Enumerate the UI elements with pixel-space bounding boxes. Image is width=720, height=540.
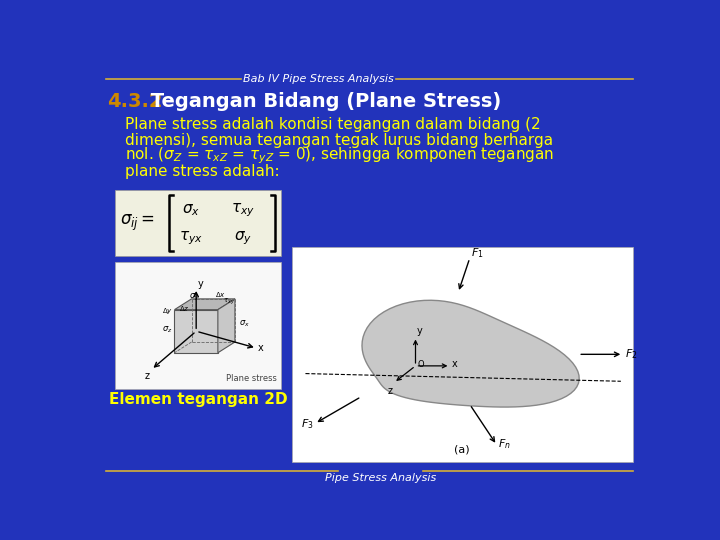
Text: $\Delta z$: $\Delta z$ (179, 304, 190, 313)
Text: $\sigma_x$: $\sigma_x$ (239, 319, 250, 329)
Text: $\sigma_{ij} =$: $\sigma_{ij} =$ (120, 213, 155, 233)
Text: $\tau_{xy}$: $\tau_{xy}$ (230, 201, 255, 219)
Text: $F_1$: $F_1$ (472, 247, 484, 260)
Text: Pipe Stress Analysis: Pipe Stress Analysis (325, 473, 436, 483)
Text: $F_n$: $F_n$ (498, 437, 511, 450)
Text: z: z (145, 372, 150, 381)
Text: $\Delta x$: $\Delta x$ (215, 291, 226, 299)
Text: nol. ($\sigma_Z$ = $\tau_{xZ}$ = $\tau_{yZ}$ = 0), sehingga komponen tegangan: nol. ($\sigma_Z$ = $\tau_{xZ}$ = $\tau_{… (125, 145, 554, 166)
Text: x: x (452, 359, 458, 369)
Text: $\tau_{xy}$: $\tau_{xy}$ (223, 296, 235, 307)
Text: dimensi), semua tegangan tegak lurus bidang berharga: dimensi), semua tegangan tegak lurus bid… (125, 133, 553, 148)
Text: O: O (418, 360, 425, 369)
Text: $\Delta y$: $\Delta y$ (162, 306, 173, 316)
Text: $\sigma_y$: $\sigma_y$ (233, 230, 252, 247)
Text: z: z (387, 386, 392, 396)
Text: plane stress adalah:: plane stress adalah: (125, 164, 279, 179)
Bar (292, 247, 632, 462)
Text: $F_3$: $F_3$ (300, 417, 313, 430)
Polygon shape (174, 299, 235, 309)
Text: $\sigma_y$: $\sigma_y$ (189, 292, 200, 303)
Text: y: y (417, 326, 423, 335)
Text: x: x (258, 343, 264, 353)
Polygon shape (362, 300, 579, 407)
Text: 4.3.2: 4.3.2 (107, 92, 163, 111)
Text: $\tau_{yx}$: $\tau_{yx}$ (179, 230, 203, 247)
Text: Elemen tegangan 2D: Elemen tegangan 2D (109, 392, 287, 407)
Text: Plane stress: Plane stress (226, 374, 276, 383)
Text: $\sigma_z$: $\sigma_z$ (163, 324, 173, 335)
Text: Plane stress adalah kondisi tegangan dalam bidang (2: Plane stress adalah kondisi tegangan dal… (125, 117, 541, 132)
Bar (114, 262, 282, 389)
Text: Bab IV Pipe Stress Analysis: Bab IV Pipe Stress Analysis (243, 73, 394, 84)
Text: (a): (a) (454, 445, 470, 455)
Text: $\sigma_x$: $\sigma_x$ (181, 202, 199, 218)
Text: $F_2$: $F_2$ (625, 347, 637, 361)
Text: y: y (198, 279, 204, 288)
Text: Tegangan Bidang (Plane Stress): Tegangan Bidang (Plane Stress) (144, 92, 502, 111)
Polygon shape (174, 309, 218, 353)
Polygon shape (218, 299, 235, 353)
Bar (114, 190, 282, 256)
